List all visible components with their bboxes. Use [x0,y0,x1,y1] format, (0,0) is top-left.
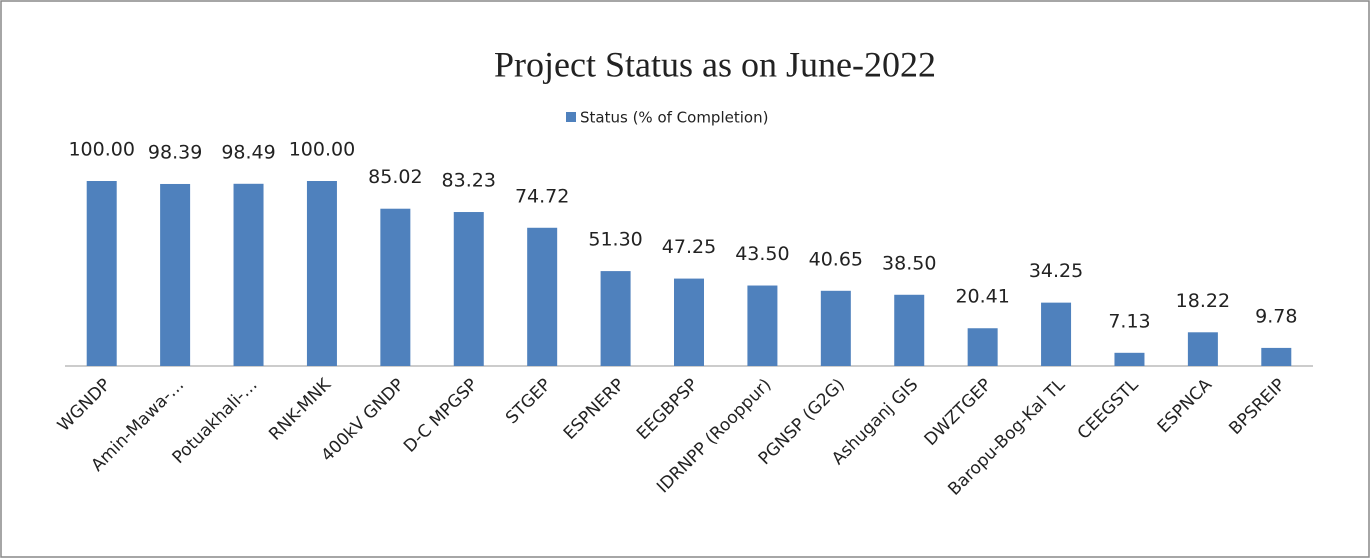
bar [453,212,484,366]
bar [674,278,704,366]
value-label: 40.65 [809,248,863,270]
chart-title: Project Status as on June-2022 [494,44,936,84]
value-label: 74.72 [515,185,569,207]
bar [160,183,191,366]
bar [233,183,264,366]
bar [820,290,851,366]
bar [380,208,411,366]
bar [1041,302,1072,366]
value-label: 85.02 [368,166,422,188]
value-label: 98.39 [148,141,202,163]
bar [1114,352,1145,366]
value-label: 38.50 [882,252,936,274]
value-label: 98.49 [221,141,275,163]
bar [894,294,925,366]
value-label: 47.25 [662,236,716,258]
legend-label: Status (% of Completion) [580,109,768,127]
value-label: 43.50 [735,243,789,265]
bar [527,227,558,366]
bar [1187,332,1218,366]
value-label: 83.23 [442,170,496,192]
value-label: 100.00 [68,139,134,161]
value-label: 100.00 [289,139,355,161]
bar [1261,347,1292,366]
value-label: 34.25 [1029,260,1083,282]
value-label: 7.13 [1108,310,1150,332]
bar [86,181,117,366]
value-label: 20.41 [955,286,1009,308]
bar [747,285,778,366]
value-label: 51.30 [588,229,642,251]
bar [967,328,998,366]
value-label: 18.22 [1176,290,1230,312]
legend-swatch [566,112,576,122]
bar [306,181,337,366]
value-label: 9.78 [1255,305,1297,327]
bar [600,271,631,366]
